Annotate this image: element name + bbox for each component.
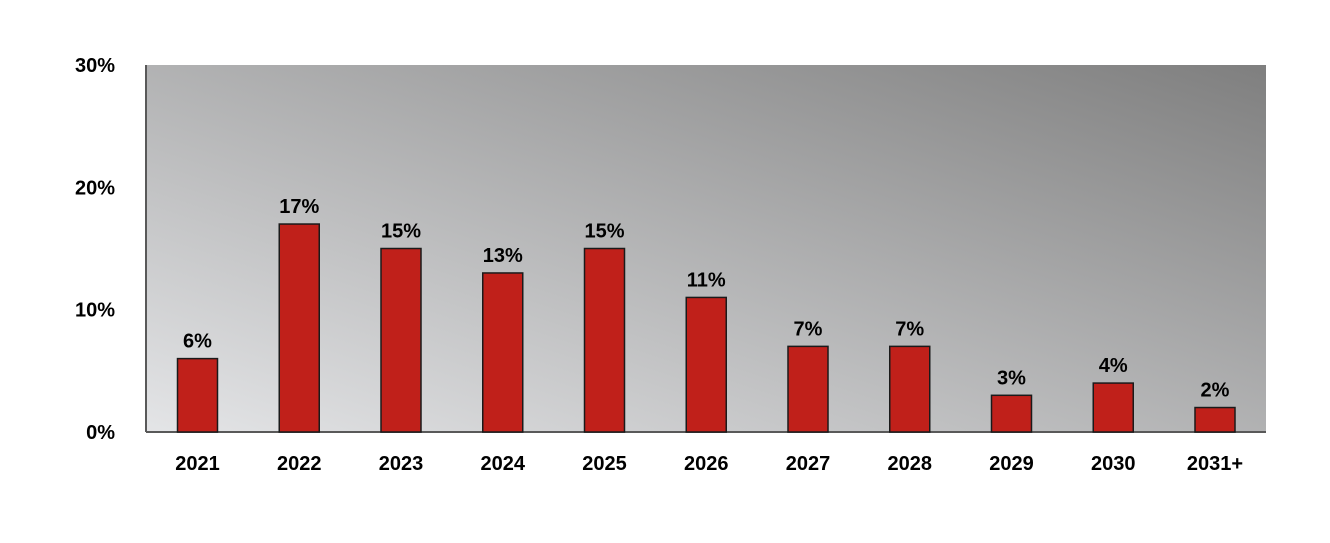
- x-tick-label: 2027: [786, 453, 831, 475]
- data-label: 15%: [584, 221, 624, 243]
- bar-2024: [482, 272, 524, 433]
- bar-2026: [685, 296, 727, 433]
- y-tick-label: 0%: [86, 422, 115, 444]
- y-tick-label: 10%: [75, 300, 115, 322]
- bar-2023: [380, 247, 422, 433]
- bar-2022: [278, 223, 320, 433]
- y-tick-label: 30%: [75, 55, 115, 77]
- bar-2021: [176, 357, 219, 433]
- x-tick-label: 2026: [684, 453, 729, 475]
- x-tick-label: 2022: [277, 453, 322, 475]
- bar-2029: [990, 394, 1033, 433]
- x-tick-label: 2024: [481, 453, 526, 475]
- data-label: 3%: [997, 367, 1026, 389]
- bar-2031: [1194, 406, 1236, 433]
- bar-series: [176, 223, 1236, 433]
- y-axis-ticks: 0% 10% 20% 30%: [75, 55, 115, 444]
- data-label: 7%: [895, 318, 924, 340]
- bar-2025: [583, 247, 626, 433]
- x-tick-label: 2030: [1091, 453, 1136, 475]
- data-label: 6%: [183, 331, 212, 353]
- x-tick-label: 2023: [379, 453, 424, 475]
- data-label: 2%: [1201, 380, 1230, 402]
- x-tick-label: 2028: [888, 453, 933, 475]
- x-axis-ticks: 2021 2022 2023 2024 2025 2026 2027 2028 2029 2030…: [175, 453, 1243, 475]
- bar-2027: [787, 345, 829, 433]
- bar-2028: [889, 345, 931, 433]
- data-label: 4%: [1099, 355, 1128, 377]
- data-label: 15%: [381, 221, 421, 243]
- data-label: 7%: [794, 318, 823, 340]
- x-tick-label: 2029: [989, 453, 1034, 475]
- data-label: 13%: [483, 245, 523, 267]
- data-label: 11%: [687, 269, 726, 291]
- y-tick-label: 20%: [75, 177, 115, 199]
- x-tick-label: 2031+: [1187, 453, 1243, 475]
- data-labels: 6% 17% 15% 13% 15% 11% 7% 7% 3% 4% 2%: [183, 196, 1230, 401]
- x-tick-label: 2025: [582, 453, 627, 475]
- bar-2030: [1092, 382, 1134, 433]
- data-label: 17%: [279, 196, 319, 218]
- x-tick-label: 2021: [175, 453, 220, 475]
